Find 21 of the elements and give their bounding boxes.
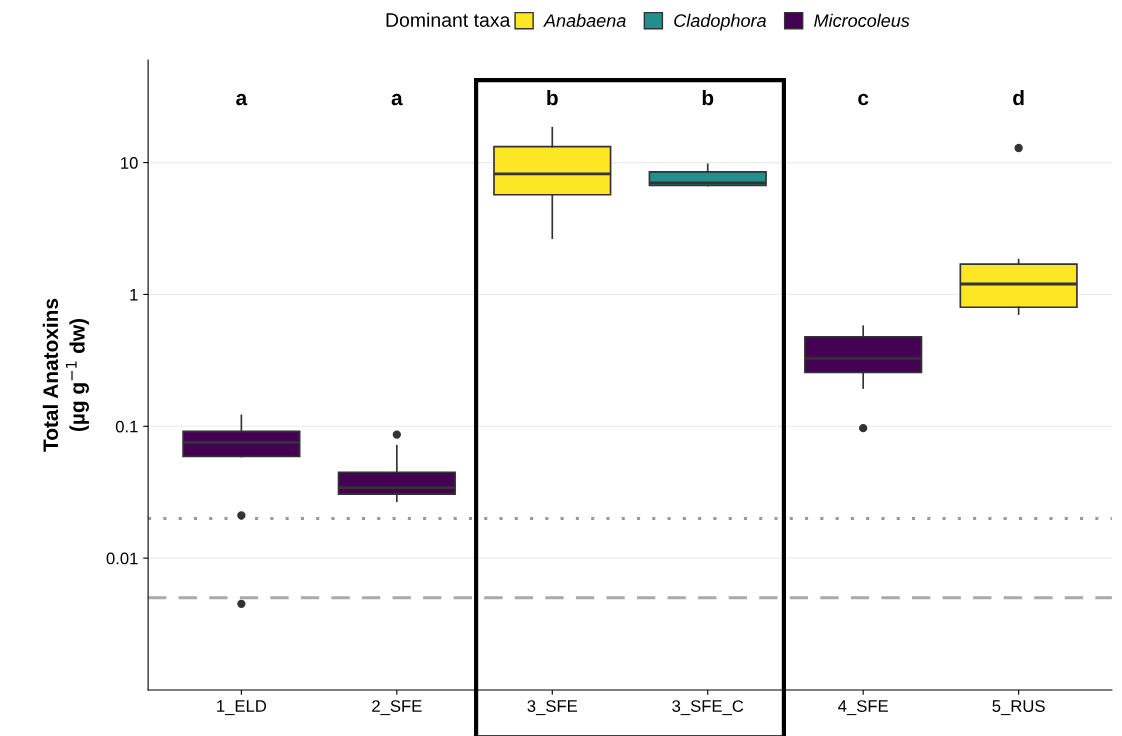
x-tick-label: 1_ELD	[217, 700, 267, 716]
y-tick-label: 1	[130, 289, 138, 301]
annotation: b	[547, 89, 558, 106]
annotation: a	[236, 93, 248, 106]
annotation: b	[702, 89, 714, 106]
x-tick-label: 2_SFE	[372, 700, 422, 716]
y-tick-label: 0.1	[115, 420, 138, 433]
x-tick-label: 3_SFE_C	[672, 700, 744, 716]
annotation: d	[1013, 89, 1024, 106]
y-tick-label: 10	[121, 156, 138, 169]
legend-label: Anabaena	[543, 13, 626, 28]
legend-label: Cladophora	[674, 13, 766, 31]
y-tick-label: 0.01	[106, 552, 138, 565]
legend-label: Microcoleus	[814, 13, 910, 28]
x-tick-label: 3_SFE	[527, 700, 578, 716]
annotation: a	[391, 93, 403, 106]
y-axis-title: Total Anatoxins (µg g$^{−1}$ dw)	[42, 298, 89, 452]
x-tick-label: 4_SFE	[838, 700, 888, 716]
x-tick-label: 5_RUS	[992, 700, 1045, 716]
annotation: c	[858, 93, 869, 106]
legend-title: Dominant taxa	[386, 12, 511, 27]
